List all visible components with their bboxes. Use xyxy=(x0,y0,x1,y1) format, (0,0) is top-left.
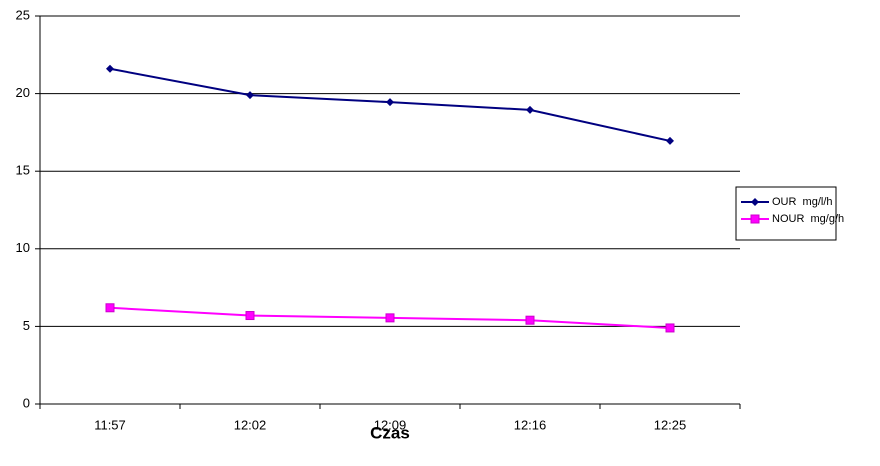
legend-box xyxy=(735,186,837,241)
data-point xyxy=(665,323,675,333)
data-point xyxy=(106,64,114,73)
data-point xyxy=(525,315,535,325)
data-point xyxy=(246,91,254,100)
y-tick-label: 20 xyxy=(16,85,30,100)
legend-marker xyxy=(751,198,759,206)
y-tick-label: 5 xyxy=(23,318,30,333)
y-tick-label: 10 xyxy=(16,240,30,255)
x-axis-title: Czas xyxy=(370,423,410,442)
data-point xyxy=(386,98,394,107)
y-tick-label: 25 xyxy=(16,7,30,22)
data-point xyxy=(526,105,534,114)
y-tick-label: 15 xyxy=(16,163,30,178)
y-tick-label: 0 xyxy=(23,395,30,410)
legend-marker xyxy=(750,214,760,224)
data-point xyxy=(105,303,115,313)
x-tick-label: 12:16 xyxy=(514,417,547,432)
legend-label: NOUR mg/g/h xyxy=(772,213,844,225)
x-tick-label: 12:25 xyxy=(654,417,687,432)
data-point xyxy=(245,311,255,321)
data-point xyxy=(385,313,395,323)
x-tick-label: 12:02 xyxy=(234,417,267,432)
data-point xyxy=(666,136,674,145)
legend-label: OUR mg/l/h xyxy=(772,196,833,208)
x-tick-label: 12:09 xyxy=(374,417,407,432)
x-tick-label: 11:57 xyxy=(94,417,126,432)
